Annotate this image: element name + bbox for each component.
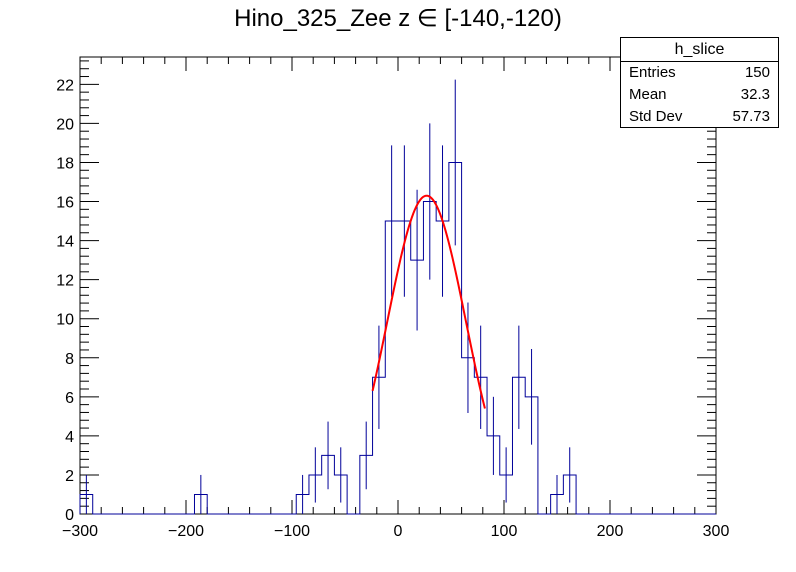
x-tick-label: 0 (394, 523, 403, 540)
gaussian-fit-curve (371, 194, 486, 409)
stats-title: h_slice (621, 38, 778, 62)
stats-value: 57.73 (732, 108, 770, 125)
x-tick-label: 100 (491, 523, 518, 540)
stats-label: Entries (629, 64, 676, 81)
y-tick-label: 6 (65, 390, 74, 407)
y-tick-label: 22 (56, 77, 74, 94)
x-tick-label: 200 (597, 523, 624, 540)
x-tick-label: −200 (168, 523, 204, 540)
stats-value: 150 (744, 64, 770, 81)
y-tick-label: 10 (56, 312, 74, 329)
histogram-outline (79, 161, 716, 515)
x-tick-label: −300 (62, 523, 98, 540)
stats-value: 32.3 (740, 86, 770, 103)
stats-row-stddev: Std Dev 57.73 (621, 106, 778, 128)
stats-label: Std Dev (629, 108, 683, 125)
y-tick-label: 12 (56, 273, 74, 290)
y-tick-label: 2 (65, 468, 74, 485)
stats-box: h_slice Entries 150 Mean 32.3 Std Dev 57… (620, 37, 779, 128)
x-tick-label: −100 (274, 523, 310, 540)
axis-tick-labels: −300 −200 −100 0 100 200 300 0 2 4 6 8 10 12 14 16 18 20 2… (56, 77, 729, 540)
y-tick-label: 4 (65, 429, 74, 446)
stats-row-entries: Entries 150 (621, 62, 778, 84)
y-tick-label: 8 (65, 351, 74, 368)
y-tick-label: 20 (56, 116, 74, 133)
y-tick-label: 18 (56, 155, 74, 172)
chart-title: Hino_325_Zee z ∈ [-140,-120) (234, 5, 562, 32)
y-tick-label: 14 (56, 234, 74, 251)
error-bars (85, 79, 571, 514)
stats-row-mean: Mean 32.3 (621, 84, 778, 106)
x-tick-label: 300 (703, 523, 730, 540)
stats-label: Mean (629, 86, 667, 103)
y-tick-label: 16 (56, 195, 74, 212)
y-tick-label: 0 (65, 507, 74, 524)
